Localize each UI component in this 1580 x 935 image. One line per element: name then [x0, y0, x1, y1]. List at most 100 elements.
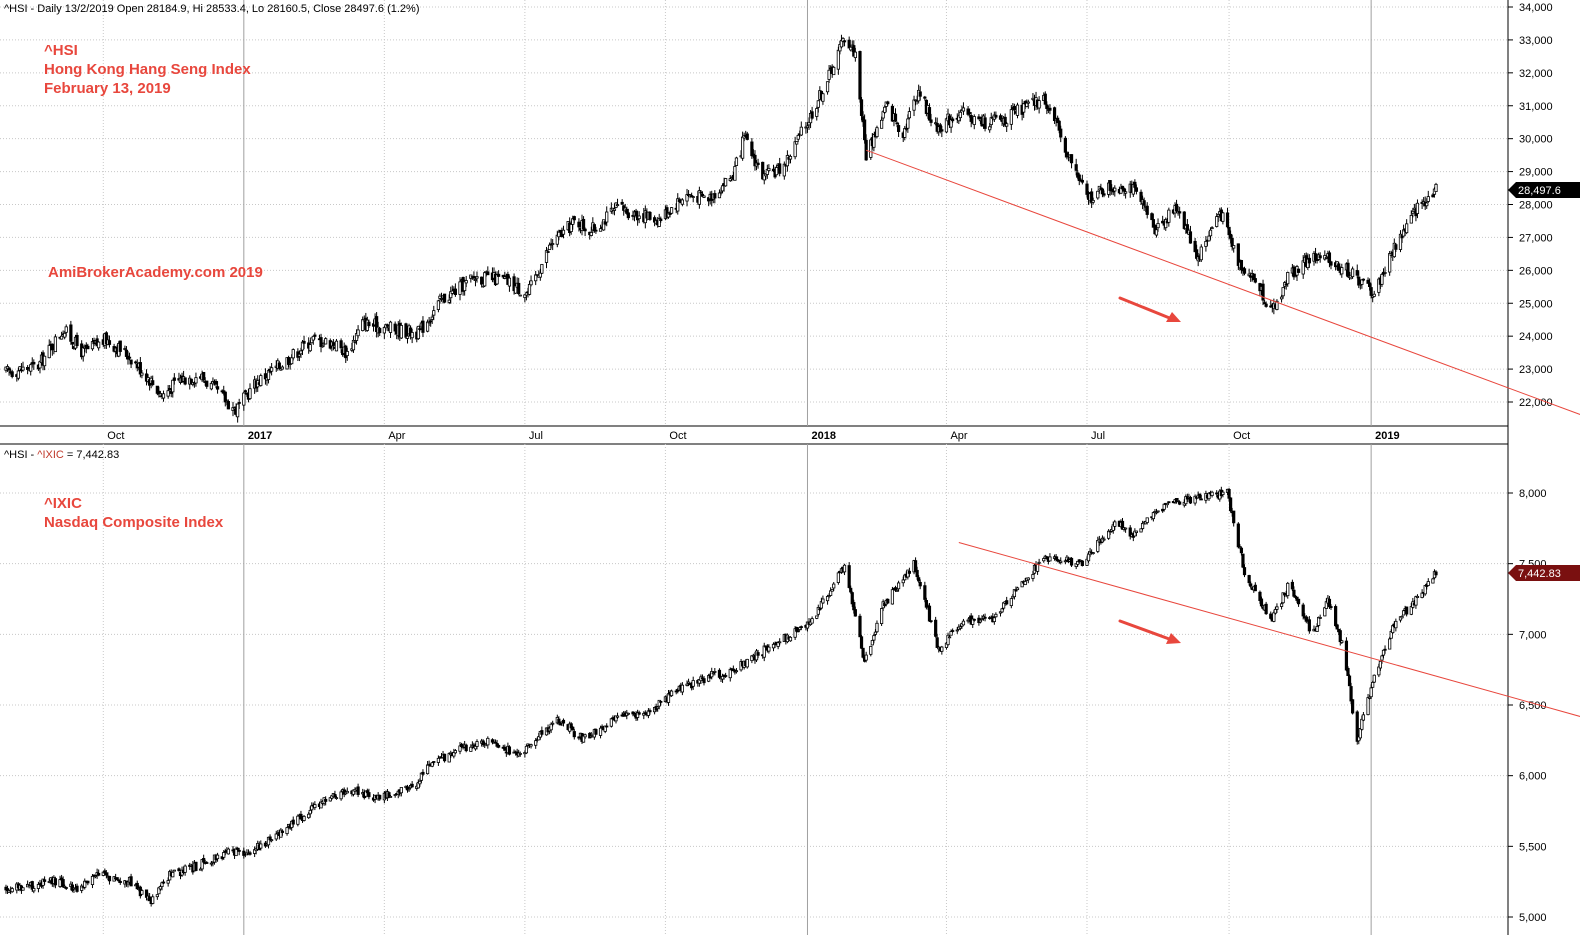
ixic-candle-body: [202, 858, 206, 863]
ixic-candle-body: [972, 618, 976, 621]
ixic-candle-body: [1383, 648, 1387, 651]
hsi-candle-body: [483, 272, 487, 287]
hsi-candle-body: [756, 162, 760, 166]
hsi-candle-body: [1022, 103, 1026, 113]
hsi-candle-body: [1069, 154, 1074, 164]
ixic-candle-body: [711, 672, 715, 675]
ixic-candle-body: [334, 797, 339, 800]
hsi-candle-body: [1210, 227, 1214, 230]
ixic-candle-body: [1349, 686, 1353, 702]
ixic-candle-body: [234, 848, 238, 857]
ixic-candle-body: [849, 587, 853, 593]
hsi-candle-body: [988, 126, 992, 131]
hsi-candle-body: [572, 216, 576, 221]
hsi-candle-body: [972, 116, 976, 125]
ixic-candle-body: [594, 729, 598, 735]
ixic-candle-body: [421, 771, 425, 775]
hsi-candle-body: [745, 133, 749, 140]
ixic-candle-body: [1378, 660, 1383, 669]
ixic-candle-body: [713, 671, 717, 673]
hsi-candle-body: [410, 332, 414, 339]
ixic-candle-body: [1210, 491, 1214, 496]
ixic-candle-body: [161, 881, 166, 884]
ixic-candle-body: [21, 887, 25, 891]
ixic-candle-body: [280, 830, 285, 833]
hsi-candle-body: [416, 325, 420, 340]
ixic-candle-body: [896, 582, 901, 590]
hsi-last-value-bg: [1508, 182, 1580, 198]
hsi-candle-body: [592, 224, 596, 232]
hsi-candle-body: [895, 122, 899, 125]
hsi-candle-body: [842, 40, 847, 43]
hsi-candle-body: [1167, 209, 1171, 223]
ixic-candle-body: [47, 881, 51, 883]
hsi-y-axis: 22,000 23,000 24,000 25,000 26,000 27,000 28,0…: [1508, 2, 1553, 409]
hsi-candle-body: [226, 400, 230, 410]
ixic-candle-body: [1023, 581, 1027, 586]
ixic-candle-body: [1247, 575, 1251, 584]
ixic-candle-body: [339, 791, 343, 800]
hsi-candle-body: [140, 372, 144, 376]
hsi-candle-body: [720, 185, 725, 192]
hsi-y-tick-label: 30,000: [1519, 134, 1553, 146]
hsi-candle-body: [1150, 213, 1154, 221]
ixic-candle-body: [873, 631, 878, 635]
hsi-candle-body: [1369, 287, 1373, 296]
ixic-candle-body: [507, 746, 512, 755]
hsi-candle-body: [378, 328, 382, 334]
hsi-candle-body: [1327, 252, 1332, 264]
hsi-candle-body: [859, 99, 864, 116]
hsi-candle-body: [473, 279, 478, 281]
hsi-candle-body: [659, 218, 663, 221]
hsi-candle-body: [634, 210, 638, 217]
ixic-candle-body: [1037, 561, 1041, 564]
ixic-candle-body: [875, 622, 879, 633]
ixic-candle-body: [1198, 493, 1202, 499]
hsi-candle-body: [1178, 211, 1182, 214]
ixic-candle-body: [1227, 489, 1231, 499]
ixic-candle-body: [367, 792, 371, 798]
hsi-candle-body: [1340, 267, 1344, 275]
ixic-candle-body: [893, 587, 898, 591]
ixic-candle-body: [1292, 589, 1296, 597]
ixic-candle-body: [529, 744, 533, 747]
hsi-candle-body: [774, 167, 779, 176]
hsi-candle-body: [480, 276, 484, 285]
ixic-candle-body: [1358, 728, 1362, 739]
hsi-candle-body: [896, 125, 901, 132]
ixic-candle-body: [1290, 581, 1294, 590]
x-tick-label: Oct: [669, 430, 686, 442]
ixic-candle-body: [686, 681, 691, 684]
hsi-candle-body: [799, 126, 803, 136]
ixic-candle-body: [177, 868, 181, 872]
hsi-candle-body: [961, 107, 966, 112]
ixic-candle-body: [1329, 606, 1333, 608]
ixic-candle-body: [1340, 640, 1344, 643]
hsi-candle-body: [713, 193, 717, 199]
ixic-candle-body: [97, 872, 101, 876]
hsi-candle-body: [1261, 283, 1265, 301]
ixic-candle-body: [767, 646, 771, 652]
hsi-candle-body: [63, 332, 67, 338]
hsi-candle-body: [1409, 215, 1413, 224]
hsi-candle-body: [863, 119, 867, 141]
hsi-candle-body: [1080, 179, 1084, 183]
hsi-candle-body: [1292, 266, 1296, 278]
ixic-candle-body: [540, 730, 544, 735]
ixic-candle-body: [659, 700, 663, 703]
ixic-candle-body: [947, 636, 952, 639]
ixic-candle-body: [313, 804, 317, 809]
ixic-candle-body: [222, 852, 226, 858]
hsi-candle-body: [214, 380, 218, 385]
hsi-y-tick-label: 29,000: [1519, 167, 1553, 179]
hsi-y-tick-label: 23,000: [1519, 364, 1553, 376]
ixic-candle-body: [356, 786, 360, 795]
ixic-last-value-label: 7,442.83: [1518, 568, 1561, 580]
hsi-candle-body: [70, 341, 75, 345]
hsi-trendline: [865, 149, 1580, 415]
ixic-candle-body: [631, 711, 635, 715]
hsi-candle-body: [270, 367, 274, 372]
ixic-candle-body: [1366, 697, 1370, 716]
hsi-candle-body: [540, 264, 544, 274]
hsi-candle-body: [16, 370, 20, 379]
